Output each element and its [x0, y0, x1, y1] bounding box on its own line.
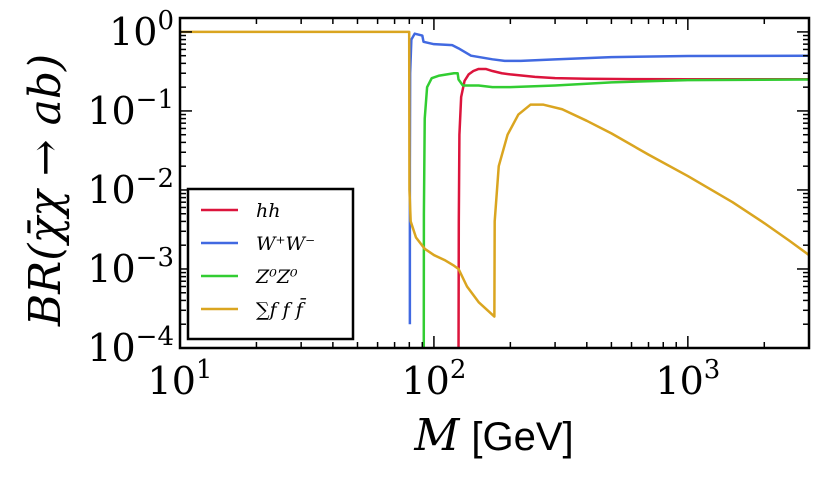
- x-axis-unit: [GeV]: [471, 415, 573, 459]
- y-tick-label: 10−4: [87, 322, 174, 370]
- legend-label-ZZ: Z⁰Z⁰: [255, 266, 298, 288]
- y-tick-label: 10−3: [87, 243, 174, 291]
- legend-label-WW: W⁺W⁻: [256, 233, 315, 255]
- legend-items: hh W⁺W⁻ Z⁰Z⁰ ∑f f f̄: [201, 200, 315, 321]
- legend-box: [186, 187, 355, 341]
- x-axis-title: M [GeV]: [413, 410, 573, 461]
- series-line-ZZ: [422, 71, 809, 348]
- x-tick-label: 102: [401, 355, 466, 403]
- x-tick-label: 103: [655, 355, 720, 403]
- series-line-WW: [408, 32, 809, 325]
- y-tick-label: 10−1: [87, 85, 174, 133]
- x-tick-labels: 101 102 103: [148, 355, 721, 403]
- y-tick-label: 10−2: [87, 164, 174, 212]
- series-group: [180, 30, 809, 348]
- x-axis-var: M: [413, 410, 460, 461]
- y-axis-title: BR(χ̄χ → ab): [20, 54, 71, 327]
- y-tick-labels: 100 10−1 10−2 10−3 10−4: [87, 6, 174, 370]
- series-line-ff: [180, 30, 809, 318]
- series-line-hh: [457, 67, 809, 348]
- y-tick-label: 100: [109, 6, 174, 54]
- legend-label-ff: ∑f f f̄: [256, 297, 306, 321]
- plot-frame: [178, 16, 811, 350]
- x-tick-label: 101: [148, 355, 213, 403]
- legend-label-hh: hh: [256, 200, 280, 222]
- legend: hh W⁺W⁻ Z⁰Z⁰ ∑f f f̄: [186, 187, 355, 341]
